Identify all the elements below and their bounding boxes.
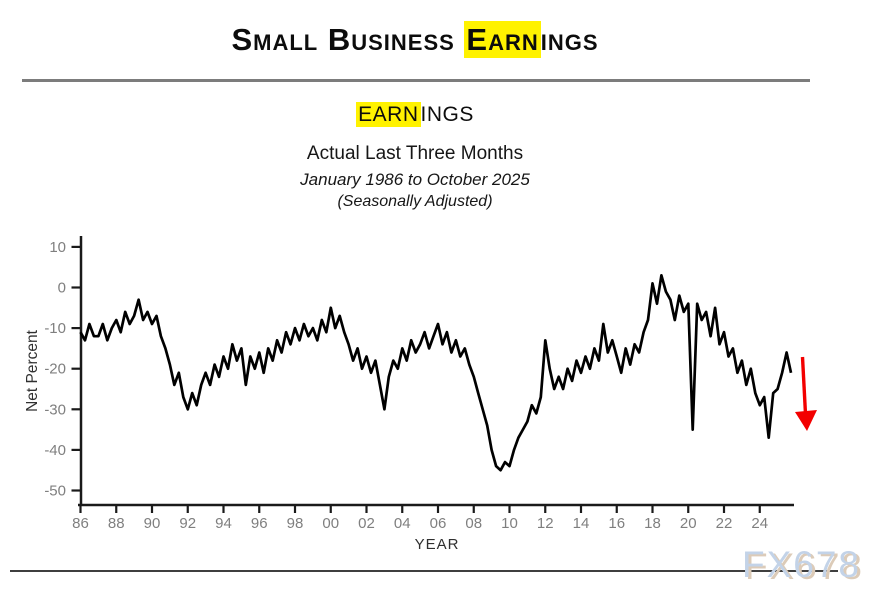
chart-title-highlight: EARN xyxy=(356,102,421,127)
y-tick-label: -40 xyxy=(44,442,66,459)
page-title-prefix: Small Business xyxy=(231,22,465,57)
x-tick-label: 08 xyxy=(465,515,482,532)
x-tick-label: 04 xyxy=(394,515,411,532)
watermark: FX678 xyxy=(742,544,862,585)
x-axis-title: YEAR xyxy=(415,536,460,553)
y-tick-label: -30 xyxy=(44,401,66,418)
x-tick-label: 24 xyxy=(751,515,768,532)
page-title-suffix: ings xyxy=(540,22,599,57)
y-tick-label: 10 xyxy=(49,239,66,256)
x-tick-label: 94 xyxy=(215,515,232,532)
chart-title: EARNINGS xyxy=(0,102,830,127)
chart-period: January 1986 to October 2025 xyxy=(300,170,530,189)
x-tick-label: 06 xyxy=(430,515,447,532)
footer-divider xyxy=(10,570,838,572)
x-tick-label: 18 xyxy=(644,515,661,532)
y-axis-title: Net Percent xyxy=(24,329,41,412)
x-tick-label: 92 xyxy=(179,515,196,532)
page-title-highlight: Earn xyxy=(464,21,541,58)
x-tick-label: 86 xyxy=(72,515,89,532)
x-tick-label: 98 xyxy=(287,515,304,532)
chart-subtitle: Actual Last Three Months xyxy=(306,143,524,164)
x-tick-label: 20 xyxy=(680,515,697,532)
x-tick-label: 12 xyxy=(537,515,554,532)
chart-note: (Seasonally Adjusted) xyxy=(337,193,493,210)
x-tick-label: 96 xyxy=(251,515,268,532)
x-tick-label: 22 xyxy=(716,515,733,532)
header-divider xyxy=(22,79,810,82)
series-line xyxy=(79,273,793,472)
x-tick-label: 10 xyxy=(501,515,518,532)
page-title: Small Business Earnings xyxy=(0,21,830,58)
trend-arrow-shaft xyxy=(800,356,808,415)
x-tick-label: 90 xyxy=(144,515,161,532)
y-tick-label: -10 xyxy=(44,320,66,337)
x-tick-label: 14 xyxy=(573,515,590,532)
x-tick-label: 02 xyxy=(358,515,375,532)
x-tick-label: 00 xyxy=(322,515,339,532)
x-tick-label: 16 xyxy=(608,515,625,532)
y-tick-label: -20 xyxy=(44,361,66,378)
y-tick-label: 0 xyxy=(58,280,66,297)
chart-title-rest: INGS xyxy=(420,103,474,126)
trend-arrow-icon xyxy=(795,410,817,431)
y-tick-label: -50 xyxy=(44,483,66,500)
x-tick-label: 88 xyxy=(108,515,125,532)
